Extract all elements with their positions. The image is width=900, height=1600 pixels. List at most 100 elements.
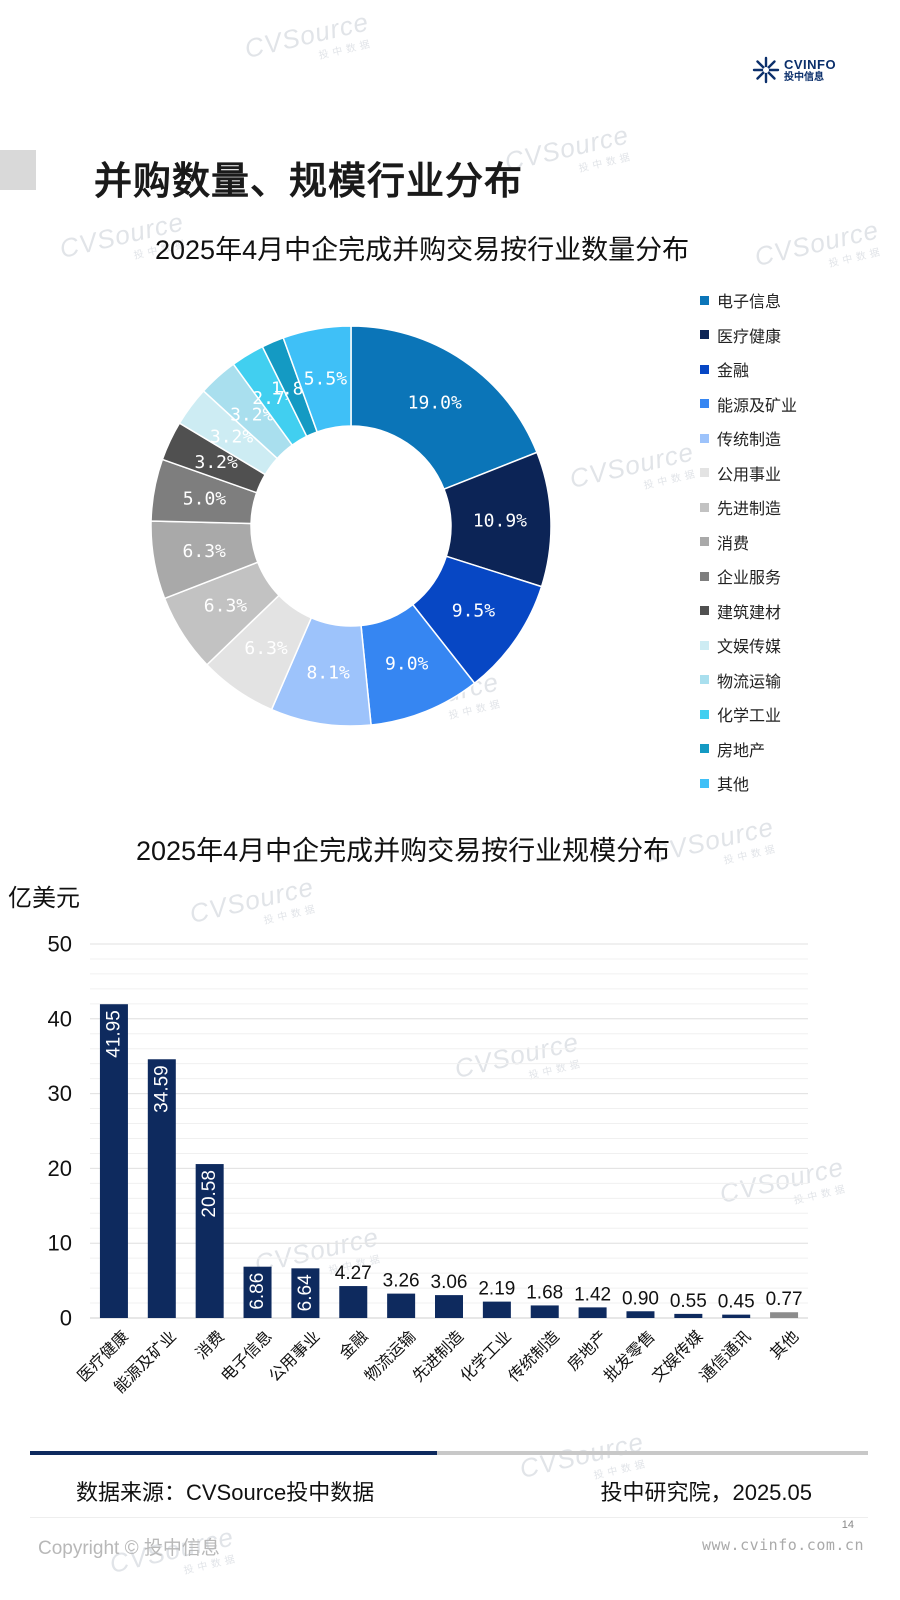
bar bbox=[291, 1268, 320, 1318]
x-tick-label: 其他 bbox=[767, 1327, 802, 1362]
x-tick-label: 金融 bbox=[336, 1327, 371, 1362]
donut-slice-label: 6.3% bbox=[204, 596, 248, 617]
donut-slice-label: 3.2% bbox=[210, 426, 254, 447]
page-progress-track bbox=[30, 1451, 868, 1455]
legend-item: 其他 bbox=[700, 766, 797, 801]
x-tick-label: 传统制造 bbox=[505, 1327, 563, 1385]
bar bbox=[147, 1059, 176, 1318]
donut-slice bbox=[350, 325, 538, 491]
bar-value-label: 0.77 bbox=[766, 1289, 803, 1310]
legend-swatch bbox=[700, 502, 709, 512]
bar-value-label: 6.64 bbox=[295, 1274, 316, 1311]
donut-slice bbox=[282, 325, 352, 433]
bar-chart-title: 2025年4月中企完成并购交易按行业规模分布 bbox=[136, 836, 671, 866]
donut-slice-label: 9.0% bbox=[385, 654, 429, 675]
bar-value-label: 6.86 bbox=[247, 1273, 268, 1310]
legend-item: 传统制造 bbox=[700, 421, 797, 456]
footer-divider bbox=[30, 1517, 868, 1518]
bar-value-label: 0.90 bbox=[622, 1288, 659, 1309]
legend-label: 房地产 bbox=[717, 742, 766, 760]
legend-item: 医疗健康 bbox=[700, 318, 797, 353]
donut-chart: 19.0% 10.9% 9.5% 9.0% 8.1% 6.3% 6.3% 6.3% 5.0% 3.… bbox=[150, 325, 552, 727]
bar-value-label: 1.68 bbox=[526, 1282, 563, 1303]
legend-swatch bbox=[700, 778, 709, 788]
bar-value-label: 2.19 bbox=[478, 1279, 515, 1300]
legend-item: 房地产 bbox=[700, 732, 797, 767]
legend-item: 先进制造 bbox=[700, 490, 797, 525]
bar bbox=[387, 1293, 416, 1318]
bar-value-label: 0.45 bbox=[718, 1292, 755, 1313]
legend-swatch bbox=[700, 537, 709, 547]
bar-value-label: 3.06 bbox=[431, 1272, 468, 1293]
donut-legend: 电子信息医疗健康金融能源及矿业传统制造公用事业先进制造消费企业服务建筑建材文娱传… bbox=[700, 283, 797, 801]
logo-burst-icon bbox=[752, 56, 780, 84]
site-url[interactable]: www.cvinfo.com.cn bbox=[701, 1536, 864, 1554]
legend-label: 公用事业 bbox=[717, 466, 782, 484]
donut-slice-label: 3.2% bbox=[230, 404, 274, 425]
legend-item: 消费 bbox=[700, 525, 797, 560]
bar-value-label: 41.95 bbox=[103, 1010, 124, 1058]
page-title: 并购数量、规模行业分布 bbox=[94, 161, 524, 203]
page-number: 14 bbox=[841, 1519, 854, 1531]
legend-swatch bbox=[700, 744, 709, 754]
data-source: 数据来源：CVSource投中数据 bbox=[76, 1480, 375, 1505]
bar-value-label: 4.27 bbox=[335, 1263, 372, 1284]
legend-label: 物流运输 bbox=[717, 673, 782, 691]
brand-logo: CVINFO 投中信息 bbox=[752, 56, 836, 84]
x-tick-label: 公用事业 bbox=[266, 1327, 324, 1385]
donut-slice-label: 3.2% bbox=[195, 452, 239, 473]
x-tick-label: 文娱传媒 bbox=[649, 1327, 707, 1385]
y-tick-label: 50 bbox=[48, 932, 72, 957]
donut-slice-label: 5.0% bbox=[183, 489, 227, 510]
x-tick-label: 物流运输 bbox=[361, 1327, 419, 1385]
legend-label: 建筑建材 bbox=[717, 604, 782, 622]
x-tick-label: 电子信息 bbox=[218, 1327, 276, 1385]
legend-label: 能源及矿业 bbox=[717, 397, 798, 415]
legend-label: 企业服务 bbox=[717, 570, 782, 588]
donut-slice-label: 9.5% bbox=[452, 600, 496, 621]
legend-item: 公用事业 bbox=[700, 456, 797, 491]
logo-subtext: 投中信息 bbox=[784, 71, 824, 83]
legend-item: 物流运输 bbox=[700, 663, 797, 698]
legend-label: 消费 bbox=[717, 535, 750, 553]
bar bbox=[195, 1164, 224, 1318]
bar-value-label: 1.42 bbox=[574, 1284, 611, 1305]
bar-value-label: 0.55 bbox=[670, 1291, 707, 1312]
x-tick-label: 房地产 bbox=[564, 1327, 611, 1374]
org-date: 投中研究院，2025.05 bbox=[600, 1480, 812, 1505]
donut-slice-label: 5.5% bbox=[304, 369, 348, 390]
bar-value-label: 3.26 bbox=[383, 1271, 420, 1292]
bar bbox=[722, 1314, 751, 1318]
legend-swatch bbox=[700, 571, 709, 581]
y-tick-label: 20 bbox=[48, 1156, 72, 1181]
bar bbox=[578, 1307, 607, 1318]
x-tick-label: 化学工业 bbox=[457, 1327, 515, 1385]
donut-slice-label: 19.0% bbox=[408, 392, 462, 413]
legend-swatch bbox=[700, 468, 709, 478]
donut-slice-label: 6.3% bbox=[183, 541, 227, 562]
copyright: Copyright © 投中信息 bbox=[38, 1538, 220, 1559]
legend-item: 建筑建材 bbox=[700, 594, 797, 629]
bar-value-label: 34.59 bbox=[151, 1065, 172, 1113]
donut-slice-label: 8.1% bbox=[306, 663, 350, 684]
bar bbox=[435, 1295, 463, 1318]
legend-swatch bbox=[700, 640, 709, 650]
bar bbox=[530, 1305, 559, 1318]
legend-swatch bbox=[700, 399, 709, 409]
legend-label: 文娱传媒 bbox=[717, 639, 782, 657]
legend-item: 金融 bbox=[700, 352, 797, 387]
bar bbox=[243, 1266, 272, 1318]
legend-label: 电子信息 bbox=[717, 294, 782, 312]
legend-swatch bbox=[700, 364, 709, 374]
legend-item: 文娱传媒 bbox=[700, 628, 797, 663]
legend-label: 其他 bbox=[717, 777, 750, 795]
logo-text: CVINFO bbox=[784, 56, 837, 72]
bar bbox=[99, 1004, 128, 1318]
legend-item: 企业服务 bbox=[700, 559, 797, 594]
legend-label: 先进制造 bbox=[717, 501, 782, 519]
legend-label: 传统制造 bbox=[717, 432, 782, 450]
legend-label: 医疗健康 bbox=[717, 328, 782, 346]
legend-swatch bbox=[700, 330, 709, 340]
